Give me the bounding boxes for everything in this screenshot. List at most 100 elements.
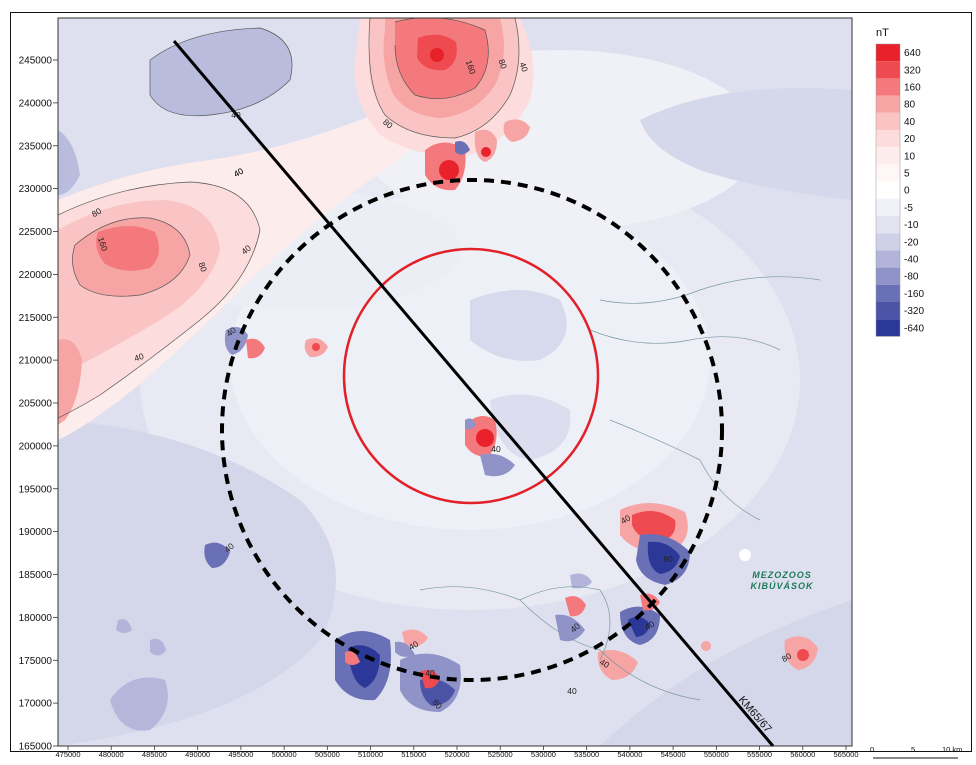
legend-swatch <box>876 164 900 182</box>
contour-label: 80 <box>780 651 793 665</box>
legend-label: 20 <box>904 134 916 145</box>
legend-swatch <box>876 147 900 165</box>
scale-label-10: 10 km <box>942 745 962 754</box>
legend-swatch <box>876 78 900 96</box>
legend-swatch <box>876 95 900 113</box>
contour-label: 160 <box>96 236 110 253</box>
legend-swatch <box>876 198 900 216</box>
x-tick-label: 525000 <box>488 750 513 759</box>
y-tick-label: 245000 <box>19 56 53 67</box>
contour-label: 40 <box>231 110 241 120</box>
profile-line-km65-67 <box>172 40 775 747</box>
y-tick-label: 175000 <box>19 656 53 667</box>
x-tick-label: 505000 <box>315 750 340 759</box>
contour-label: 160 <box>464 59 478 76</box>
legend-frame <box>875 43 901 337</box>
x-tick-label: 495000 <box>228 750 253 759</box>
y-tick-label: 240000 <box>19 98 53 109</box>
y-tick-label: 210000 <box>19 356 53 367</box>
contour-label: 40 <box>491 444 501 454</box>
legend-label: 10 <box>904 151 916 162</box>
contour-label: 80 <box>90 206 103 220</box>
legend-label: -160 <box>904 289 924 300</box>
y-tick-label: 230000 <box>19 184 53 195</box>
legend-swatch <box>876 44 900 62</box>
legend-label: 0 <box>904 186 910 197</box>
contour-label: 40 <box>643 619 656 633</box>
x-tick-label: 545000 <box>661 750 686 759</box>
legend-swatch <box>876 302 900 320</box>
x-tick-label: 565000 <box>833 750 858 759</box>
y-tick-label: 190000 <box>19 527 53 538</box>
x-tick-label: 550000 <box>704 750 729 759</box>
contour-label: 40 <box>425 668 435 678</box>
scale-bar: 0 5 10 km <box>870 745 962 759</box>
anomaly-field <box>58 18 852 746</box>
scale-label-0: 0 <box>870 745 874 754</box>
legend-swatch <box>876 267 900 285</box>
contour-label: 80 <box>197 261 210 274</box>
legend-label: -10 <box>904 220 919 231</box>
area-label-line1: MEZOZOOS <box>752 570 812 580</box>
contour-label: 40 <box>518 61 531 74</box>
y-axis: 245000 240000 235000 230000 225000 220000 2150… <box>19 56 58 753</box>
x-tick-label: 535000 <box>574 750 599 759</box>
legend-swatch <box>876 112 900 130</box>
y-tick-label: 170000 <box>19 699 53 710</box>
contour-label: 40 <box>133 351 146 364</box>
legend-swatch <box>876 250 900 268</box>
contour-label: 40 <box>619 513 632 527</box>
x-tick-label: 500000 <box>272 750 297 759</box>
contour-label: 40 <box>232 166 245 180</box>
legend-swatch <box>876 61 900 79</box>
legend-swatch <box>876 130 900 148</box>
legend-swatch <box>876 284 900 302</box>
legend-label: 320 <box>904 65 921 76</box>
y-tick-label: 165000 <box>19 742 53 753</box>
x-tick-label: 555000 <box>747 750 772 759</box>
legend-label: 5 <box>904 169 910 180</box>
contour-label: 40 <box>598 657 611 671</box>
contour-lines <box>58 18 821 701</box>
legend-swatch <box>876 216 900 234</box>
legend-label: -5 <box>904 203 913 214</box>
legend-swatch <box>876 319 900 337</box>
legend-unit: nT <box>876 27 889 39</box>
y-tick-label: 185000 <box>19 570 53 581</box>
x-tick-label: 480000 <box>99 750 124 759</box>
contour-label: 80 <box>663 554 673 564</box>
legend-label: -20 <box>904 237 919 248</box>
color-legend: 640 320 160 80 40 20 10 5 0 -5 -10 -20 -40 -80 -160 -32… <box>875 43 924 337</box>
legend-label: -640 <box>904 323 924 334</box>
x-tick-label: 475000 <box>55 750 80 759</box>
legend-label: -320 <box>904 306 924 317</box>
contour-label: 40 <box>407 639 420 653</box>
x-tick-label: 530000 <box>531 750 556 759</box>
y-tick-label: 220000 <box>19 270 53 281</box>
legend-swatch <box>876 233 900 251</box>
x-tick-label: 515000 <box>401 750 426 759</box>
x-tick-label: 560000 <box>790 750 815 759</box>
x-tick-label: 520000 <box>444 750 469 759</box>
y-tick-label: 180000 <box>19 613 53 624</box>
legend-label: 160 <box>904 83 921 94</box>
scale-label-5: 5 <box>911 745 915 754</box>
y-tick-label: 205000 <box>19 399 53 410</box>
y-tick-label: 235000 <box>19 141 53 152</box>
x-tick-label: 485000 <box>142 750 167 759</box>
y-tick-label: 195000 <box>19 484 53 495</box>
x-tick-label: 510000 <box>358 750 383 759</box>
inner-boundary-red-circle <box>342 247 600 505</box>
legend-label: -40 <box>904 255 919 266</box>
y-tick-label: 225000 <box>19 227 53 238</box>
y-tick-label: 215000 <box>19 313 53 324</box>
x-axis: 475000 480000 485000 490000 495000 500000 5050… <box>55 746 859 759</box>
outer-boundary-dashed-circle <box>220 178 724 682</box>
contour-label: 40 <box>232 166 245 180</box>
area-label-line2: KIBÚVÁSOK <box>750 580 814 591</box>
contour-label: 40 <box>567 686 577 696</box>
contour-label: 80 <box>497 58 510 71</box>
map-frame <box>57 17 853 747</box>
